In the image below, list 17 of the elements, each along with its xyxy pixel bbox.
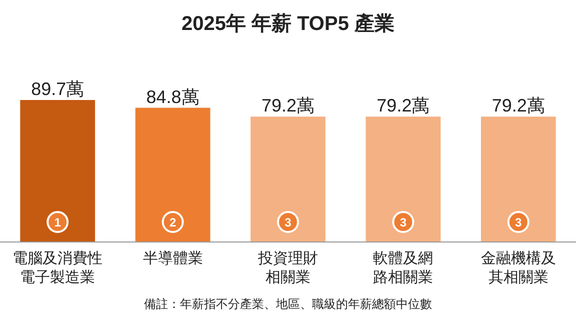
data-label: 84.8萬 (146, 86, 200, 107)
x-tick-label: 投資理財相關業 (257, 250, 318, 286)
text: 備註：年薪指不分產業、地區、職級的年薪總額中位數 (144, 297, 432, 311)
annotation: 1 (54, 216, 62, 230)
x-tick-label: 軟體及網路相關業 (373, 250, 434, 286)
annotation: 2 (169, 216, 176, 230)
x-tick-label: 半導體業 (142, 250, 203, 267)
x-tick-label: 電腦及消費性電子製造業 (12, 250, 103, 286)
chart-title: 2025年 年薪 TOP5 產業 (181, 12, 395, 35)
data-label: 89.7萬 (31, 79, 84, 99)
annotation: 3 (284, 216, 292, 230)
x-tick-label: 金融機構及其相關業 (480, 250, 556, 286)
data-label: 79.2萬 (376, 96, 430, 116)
annotation: 3 (515, 216, 522, 230)
annotation: 3 (400, 216, 407, 230)
data-label: 79.2萬 (261, 96, 315, 116)
data-label: 79.2萬 (492, 96, 545, 116)
